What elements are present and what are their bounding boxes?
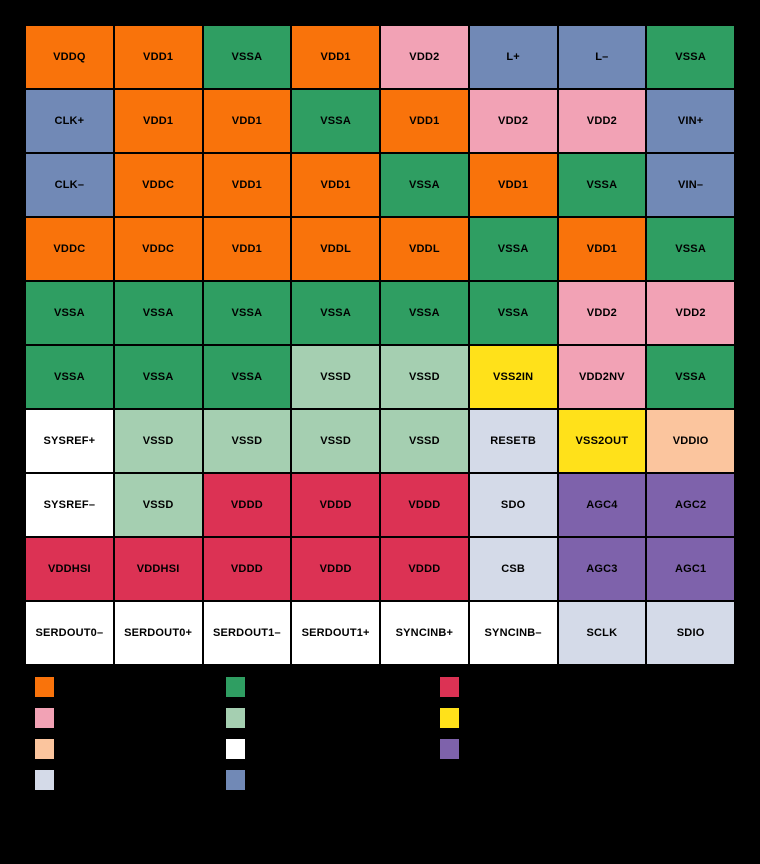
pin-cell-r1c1: VDDQ xyxy=(26,26,113,88)
pin-cell-r3c3: VDD1 xyxy=(203,154,291,216)
pin-cell-r6c1: VSSA xyxy=(26,346,113,408)
pin-cell-r3c6: VDD1 xyxy=(469,154,557,216)
pin-cell-r7c5: VSSD xyxy=(381,410,468,472)
pin-cell-r9c1: VDDHSI xyxy=(26,538,113,600)
pin-cell-r5c7: VDD2 xyxy=(558,282,646,344)
legend-column-2 xyxy=(226,677,245,790)
pin-cell-r6c8: VSSA xyxy=(647,346,734,408)
legend xyxy=(0,677,760,797)
pin-cell-r7c4: VSSD xyxy=(292,410,379,472)
pin-cell-r10c1: SERDOUT0– xyxy=(26,602,113,664)
pin-cell-r4c5: VDDL xyxy=(381,218,468,280)
pin-cell-r7c1: SYSREF+ xyxy=(26,410,113,472)
pin-cell-r1c5: VDD2 xyxy=(381,26,468,88)
pin-cell-r3c7: VSSA xyxy=(558,154,646,216)
pin-cell-r2c2: VDD1 xyxy=(114,90,202,152)
pin-cell-r1c3: VSSA xyxy=(203,26,291,88)
pin-cell-r8c1: SYSREF– xyxy=(26,474,113,536)
pin-cell-r10c4: SERDOUT1+ xyxy=(292,602,379,664)
pin-cell-r3c8: VIN– xyxy=(647,154,734,216)
pin-cell-r7c2: VSSD xyxy=(114,410,202,472)
pin-cell-r2c5: VDD1 xyxy=(381,90,468,152)
pin-cell-r9c8: AGC1 xyxy=(647,538,734,600)
pin-grid: VDDQ VDD1 VSSA VDD1 VDD2 L+ L– VSSA CLK+ VDD1 VDD1… xyxy=(24,24,736,666)
pin-cell-r6c4: VSSD xyxy=(292,346,379,408)
pin-cell-r5c8: VDD2 xyxy=(647,282,734,344)
pin-cell-r8c6: SDO xyxy=(469,474,557,536)
pin-cell-r7c8: VDDIO xyxy=(647,410,734,472)
pin-cell-r1c8: VSSA xyxy=(647,26,734,88)
pin-cell-r10c8: SDIO xyxy=(647,602,734,664)
legend-swatch-lavender xyxy=(35,770,54,790)
legend-swatch-green xyxy=(226,677,245,697)
pin-cell-r9c2: VDDHSI xyxy=(114,538,202,600)
pin-cell-r2c7: VDD2 xyxy=(558,90,646,152)
pin-cell-r8c2: VSSD xyxy=(114,474,202,536)
legend-column-1 xyxy=(35,677,54,790)
pin-cell-r2c4: VSSA xyxy=(292,90,379,152)
pin-cell-r9c6: CSB xyxy=(469,538,557,600)
pin-cell-r1c7: L– xyxy=(558,26,646,88)
pin-cell-r5c5: VSSA xyxy=(381,282,468,344)
pin-cell-r4c4: VDDL xyxy=(292,218,379,280)
pin-cell-r9c4: VDDD xyxy=(292,538,379,600)
pin-cell-r5c3: VSSA xyxy=(203,282,291,344)
pin-cell-r8c5: VDDD xyxy=(381,474,468,536)
pin-cell-r10c2: SERDOUT0+ xyxy=(114,602,202,664)
legend-swatch-crimson xyxy=(440,677,459,697)
pin-cell-r7c6: RESETB xyxy=(469,410,557,472)
pin-cell-r4c2: VDDC xyxy=(114,218,202,280)
pin-cell-r8c3: VDDD xyxy=(203,474,291,536)
pin-cell-r5c2: VSSA xyxy=(114,282,202,344)
pin-cell-r9c7: AGC3 xyxy=(558,538,646,600)
pin-cell-r9c5: VDDD xyxy=(381,538,468,600)
legend-swatch-orange xyxy=(35,677,54,697)
pin-cell-r3c4: VDD1 xyxy=(292,154,379,216)
pin-cell-r10c5: SYNCINB+ xyxy=(381,602,468,664)
legend-swatch-purple xyxy=(440,739,459,759)
legend-swatch-yellow xyxy=(440,708,459,728)
pin-cell-r7c7: VSS2OUT xyxy=(558,410,646,472)
legend-swatch-light-green xyxy=(226,708,245,728)
pin-cell-r4c7: VDD1 xyxy=(558,218,646,280)
pin-cell-r8c7: AGC4 xyxy=(558,474,646,536)
pin-cell-r6c3: VSSA xyxy=(203,346,291,408)
pin-cell-r8c4: VDDD xyxy=(292,474,379,536)
pin-cell-r5c4: VSSA xyxy=(292,282,379,344)
legend-swatch-white xyxy=(226,739,245,759)
pin-cell-r3c2: VDDC xyxy=(114,154,202,216)
legend-column-3 xyxy=(440,677,459,759)
pin-cell-r9c3: VDDD xyxy=(203,538,291,600)
pin-cell-r3c1: CLK– xyxy=(26,154,113,216)
legend-swatch-pink xyxy=(35,708,54,728)
pin-cell-r4c8: VSSA xyxy=(647,218,734,280)
pin-cell-r6c5: VSSD xyxy=(381,346,468,408)
pin-cell-r4c1: VDDC xyxy=(26,218,113,280)
pin-cell-r6c7: VDD2NV xyxy=(558,346,646,408)
pin-cell-r1c6: L+ xyxy=(469,26,557,88)
pin-cell-r6c2: VSSA xyxy=(114,346,202,408)
pin-cell-r4c6: VSSA xyxy=(469,218,557,280)
pin-cell-r1c2: VDD1 xyxy=(114,26,202,88)
pin-cell-r7c3: VSSD xyxy=(203,410,291,472)
legend-swatch-peach xyxy=(35,739,54,759)
pin-cell-r8c8: AGC2 xyxy=(647,474,734,536)
pin-cell-r2c8: VIN+ xyxy=(647,90,734,152)
pin-cell-r10c6: SYNCINB– xyxy=(469,602,557,664)
pin-cell-r5c1: VSSA xyxy=(26,282,113,344)
legend-swatch-blue xyxy=(226,770,245,790)
pin-cell-r10c3: SERDOUT1– xyxy=(203,602,291,664)
pin-cell-r1c4: VDD1 xyxy=(292,26,379,88)
pin-cell-r2c3: VDD1 xyxy=(203,90,291,152)
pin-cell-r10c7: SCLK xyxy=(558,602,646,664)
pin-cell-r2c6: VDD2 xyxy=(469,90,557,152)
pin-cell-r6c6: VSS2IN xyxy=(469,346,557,408)
pin-cell-r4c3: VDD1 xyxy=(203,218,291,280)
pin-cell-r2c1: CLK+ xyxy=(26,90,113,152)
pin-cell-r3c5: VSSA xyxy=(381,154,468,216)
pin-cell-r5c6: VSSA xyxy=(469,282,557,344)
